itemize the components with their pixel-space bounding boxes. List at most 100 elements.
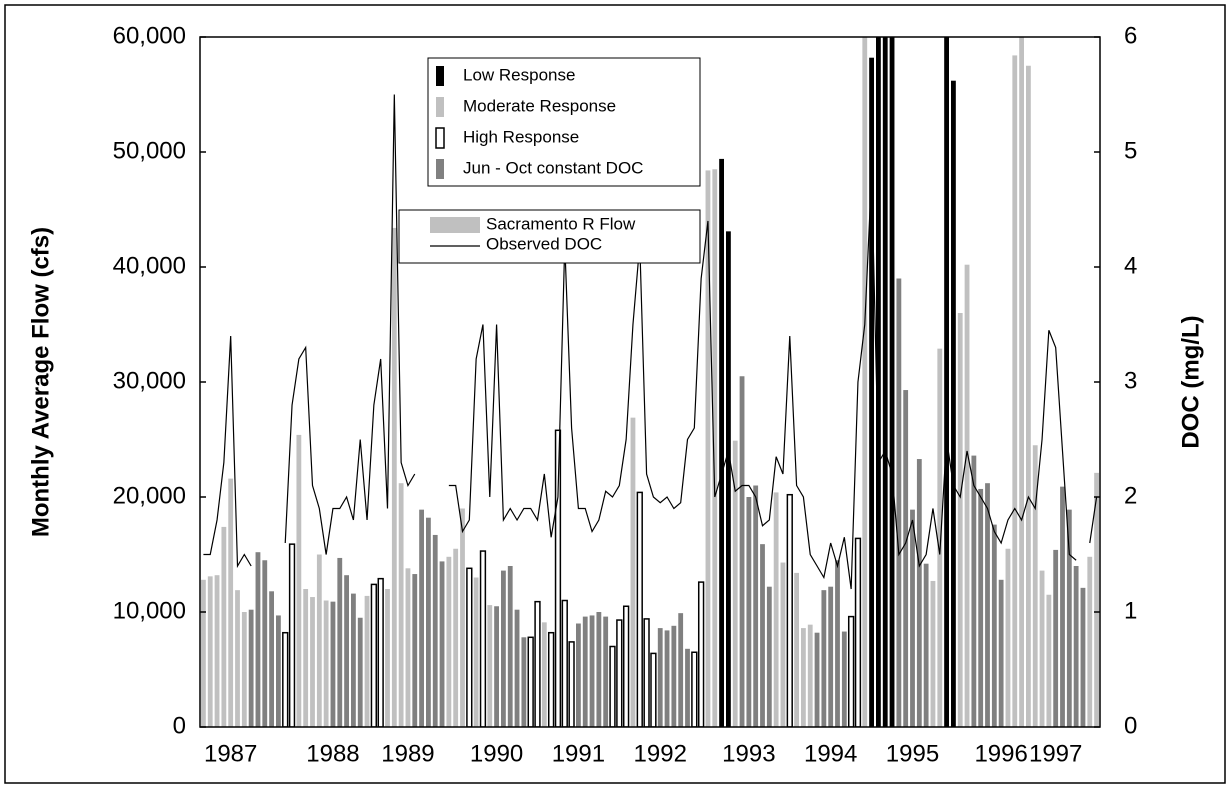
plot-area [201, 37, 1099, 727]
bar [276, 615, 281, 727]
bar [643, 618, 650, 727]
bar [439, 561, 445, 727]
bar [998, 579, 1004, 727]
legend-label: Jun - Oct constant DOC [463, 158, 643, 177]
y2-tick-label: 4 [1124, 252, 1137, 279]
bar [957, 313, 963, 727]
x-tick-label: 1990 [470, 740, 523, 767]
bar [1080, 587, 1086, 727]
bar [377, 577, 384, 727]
bar [697, 581, 705, 727]
bar [391, 227, 397, 727]
bar [554, 429, 562, 727]
bar [494, 606, 499, 727]
bar [323, 600, 329, 727]
bar [622, 605, 630, 727]
bar [671, 625, 677, 727]
bar [650, 652, 657, 727]
bar [466, 567, 473, 727]
bar [364, 595, 370, 727]
bar [739, 376, 745, 727]
bar [889, 37, 895, 727]
legend-swatch [435, 127, 445, 149]
bar [753, 485, 759, 727]
bar [616, 619, 623, 727]
bar [541, 622, 547, 727]
bar [1094, 472, 1099, 727]
bar [282, 631, 289, 727]
bar [479, 550, 487, 727]
bar [691, 651, 698, 727]
bar [330, 601, 336, 727]
bar [719, 158, 724, 727]
x-tick-label: 1987 [204, 740, 257, 767]
bar [527, 636, 534, 727]
bar [1039, 570, 1045, 727]
x-tick-label: 1993 [722, 740, 775, 767]
bar [255, 552, 261, 727]
bar [446, 556, 452, 727]
bar [869, 57, 874, 727]
bar [801, 628, 806, 727]
legend-swatch [436, 97, 444, 117]
bar [882, 37, 888, 727]
x-tick-label: 1995 [886, 740, 939, 767]
bar [780, 562, 786, 727]
bar [712, 169, 718, 727]
bar [1019, 37, 1024, 727]
bar [786, 493, 793, 727]
y2-tick-label: 5 [1124, 137, 1137, 164]
bar [685, 648, 690, 727]
x-tick-label: 1988 [306, 740, 359, 767]
x-tick-label: 1997 [1029, 740, 1082, 767]
bar [596, 612, 602, 727]
bar [910, 509, 915, 727]
bar [576, 623, 581, 727]
y2-axis-title: DOC (mg/L) [1177, 315, 1204, 448]
bar [487, 605, 493, 727]
x-tick-label: 1991 [552, 740, 605, 767]
bar [828, 586, 834, 727]
bar [1032, 445, 1038, 727]
bar [937, 348, 943, 727]
bar [310, 597, 315, 727]
bar [473, 577, 479, 727]
bar [561, 599, 568, 727]
bar [854, 537, 862, 727]
bar [726, 231, 731, 727]
y-tick-label: 10,000 [113, 597, 186, 624]
legend-swatch [436, 66, 444, 86]
bar [398, 483, 404, 727]
bar [507, 566, 513, 727]
bar [971, 455, 977, 727]
bar [405, 568, 411, 727]
bar [814, 632, 820, 727]
bar [453, 548, 459, 727]
bar [630, 417, 636, 727]
bar [985, 483, 990, 727]
legend-box [398, 209, 701, 264]
bar [862, 37, 868, 727]
bar [1026, 65, 1031, 727]
bar [1012, 55, 1018, 727]
bar [903, 390, 909, 727]
bar [241, 612, 247, 727]
bar [269, 591, 274, 727]
bar [876, 37, 881, 727]
bar [664, 630, 670, 727]
bar [589, 615, 595, 727]
bar [1053, 549, 1059, 727]
bar [303, 589, 309, 727]
bar [807, 624, 813, 727]
y-tick-label: 30,000 [113, 367, 186, 394]
bar [248, 609, 254, 727]
bar [460, 508, 465, 727]
bar [603, 616, 609, 727]
bar [296, 434, 302, 727]
y-axis-title: Monthly Average Flow (cfs) [27, 227, 54, 537]
legend-label: Low Response [463, 65, 575, 84]
line [203, 94, 1098, 590]
bar [609, 645, 616, 727]
y2-tick-label: 3 [1124, 367, 1137, 394]
y2-tick-label: 0 [1124, 712, 1137, 739]
